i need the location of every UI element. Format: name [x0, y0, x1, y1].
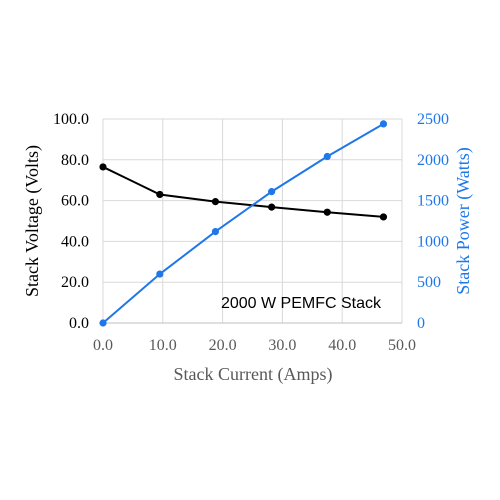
- voltage-series-point: [268, 203, 276, 211]
- x-tick-label: 0.0: [93, 337, 113, 354]
- voltage-series-line: [102, 166, 384, 218]
- voltage-series-point: [379, 213, 388, 221]
- y2-tick-label: 1000: [417, 233, 449, 250]
- y-axis-title: Stack Voltage (Volts): [22, 145, 43, 297]
- power-series-point: [323, 152, 331, 161]
- voltage-series-point: [99, 163, 107, 171]
- x-tick-label: 50.0: [388, 337, 416, 354]
- y-tick-label: 20.0: [61, 274, 89, 291]
- voltage-series-point: [211, 198, 220, 206]
- power-series-line: [102, 123, 384, 324]
- y2-axis-title: Stack Power (Watts): [453, 147, 474, 295]
- power-series-point: [156, 270, 164, 278]
- tick-labels: 0.0 10.0 20.0 30.0 40.0 50.0 0.0 20.0 40.0 60.0 80…: [53, 111, 449, 354]
- y2-tick-label: 500: [417, 274, 441, 291]
- y-tick-label: 60.0: [61, 193, 89, 210]
- x-tick-label: 30.0: [268, 337, 296, 354]
- y-tick-label: 100.0: [53, 111, 89, 128]
- power-series-point: [211, 228, 220, 236]
- grid: [102, 118, 403, 324]
- y-tick-label: 40.0: [61, 233, 89, 250]
- x-tick-label: 40.0: [328, 337, 356, 354]
- voltage-series-point: [156, 190, 164, 199]
- power-series-point: [379, 120, 388, 128]
- annotation: 2000 W PEMFC Stack: [221, 295, 382, 312]
- voltage-series-point: [323, 208, 331, 216]
- y2-tick-label: 2000: [417, 152, 449, 169]
- power-series-point: [268, 188, 276, 196]
- x-axis-title: Stack Current (Amps): [174, 364, 333, 385]
- series: [99, 120, 388, 327]
- y-tick-label: 80.0: [61, 152, 89, 169]
- y2-tick-label: 2500: [417, 111, 449, 128]
- power-series-point: [99, 319, 107, 327]
- x-tick-label: 20.0: [209, 337, 237, 354]
- y2-tick-label: 0: [417, 315, 425, 332]
- x-tick-label: 10.0: [149, 337, 177, 354]
- y2-tick-label: 1500: [417, 193, 449, 210]
- y-tick-label: 0.0: [69, 315, 89, 332]
